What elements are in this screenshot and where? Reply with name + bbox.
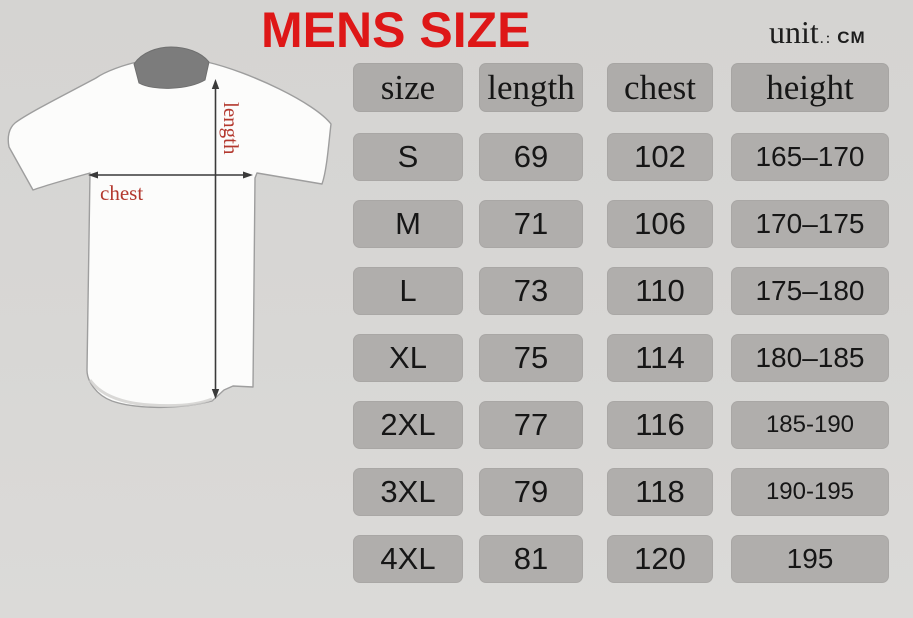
height-cell: 165–170 [731, 133, 889, 181]
length-cell: 81 [479, 535, 583, 583]
tshirt-measurement-diagram: length chest [7, 46, 332, 409]
length-cell: 73 [479, 267, 583, 315]
size-cell: 2XL [353, 401, 463, 449]
chest-cell: 118 [607, 468, 713, 516]
length-cell: 69 [479, 133, 583, 181]
header-length: length [479, 63, 583, 112]
unit-word: unit [769, 14, 819, 50]
size-table: size length chest height S 69 102 165–17… [353, 63, 889, 602]
length-cell: 75 [479, 334, 583, 382]
length-cell: 71 [479, 200, 583, 248]
table-row: M 71 106 170–175 [353, 200, 889, 248]
length-label: length [219, 102, 243, 155]
size-cell: L [353, 267, 463, 315]
chest-cell: 120 [607, 535, 713, 583]
height-cell: 170–175 [731, 200, 889, 248]
height-cell: 190-195 [731, 468, 889, 516]
chest-cell: 106 [607, 200, 713, 248]
chest-measure-arrow [88, 171, 253, 179]
size-cell: 4XL [353, 535, 463, 583]
size-cell: M [353, 200, 463, 248]
length-cell: 77 [479, 401, 583, 449]
table-row: 2XL 77 116 185-190 [353, 401, 889, 449]
chest-cell: 114 [607, 334, 713, 382]
table-row: XL 75 114 180–185 [353, 334, 889, 382]
tshirt-collar [133, 46, 210, 89]
table-row: L 73 110 175–180 [353, 267, 889, 315]
size-cell: 3XL [353, 468, 463, 516]
unit-value: CM [837, 28, 866, 47]
header-height: height [731, 63, 889, 112]
chest-cell: 110 [607, 267, 713, 315]
table-header-row: size length chest height [353, 63, 889, 112]
height-cell: 195 [731, 535, 889, 583]
table-row: 4XL 81 120 195 [353, 535, 889, 583]
header-size: size [353, 63, 463, 112]
height-cell: 175–180 [731, 267, 889, 315]
table-row: S 69 102 165–170 [353, 133, 889, 181]
height-cell: 185-190 [731, 401, 889, 449]
table-row: 3XL 79 118 190-195 [353, 468, 889, 516]
unit-punct: .: [819, 30, 833, 47]
chest-cell: 116 [607, 401, 713, 449]
header-chest: chest [607, 63, 713, 112]
page-title: MENS SIZE [261, 2, 531, 58]
unit-indicator: unit.: CM [769, 14, 866, 51]
length-measure-arrow [211, 79, 220, 399]
tshirt-hem-shading [88, 379, 213, 408]
length-cell: 79 [479, 468, 583, 516]
height-cell: 180–185 [731, 334, 889, 382]
chest-label: chest [100, 181, 143, 205]
size-cell: XL [353, 334, 463, 382]
tshirt-body [7, 61, 332, 409]
chest-cell: 102 [607, 133, 713, 181]
size-cell: S [353, 133, 463, 181]
